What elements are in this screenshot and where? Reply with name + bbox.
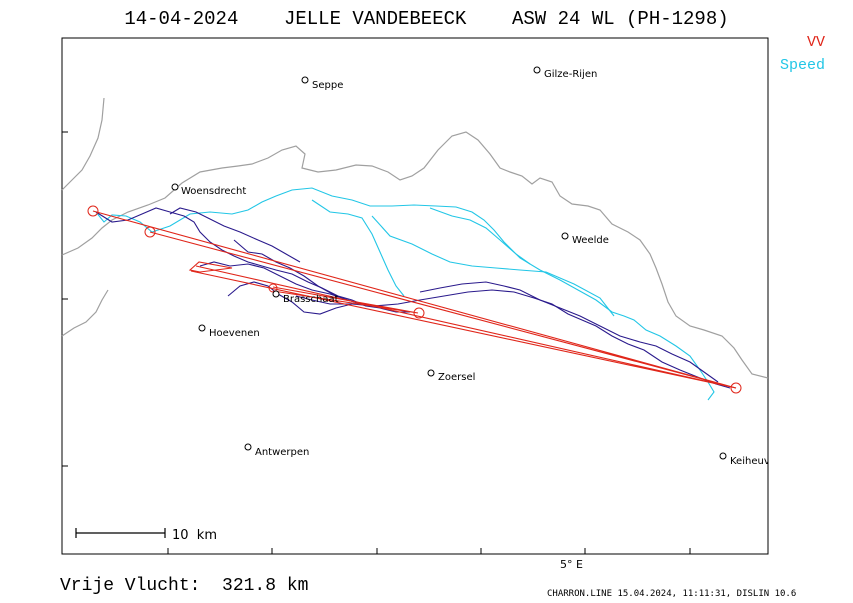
axis-ticks [62,131,691,554]
meridian-label: 5° E [560,558,583,571]
place-brasschaat: Brasschaat [272,290,339,305]
place-label: Keiheuvel [730,456,779,467]
place-zoersel: Zoersel [427,369,475,383]
place-marker-icon [301,76,309,84]
distance-text: Vrije Vlucht: 321.8 km [60,576,309,596]
place-label: Seppe [312,80,343,91]
turnpoint-markers [87,205,742,394]
scale-bar-label: 10 km [172,528,217,543]
place-label: Zoersel [438,372,475,383]
legend-vv: VV [806,34,825,51]
place-marker-icon [272,290,280,298]
place-label: Antwerpen [255,447,309,458]
place-marker-icon [533,66,541,74]
map-frame [61,37,769,555]
place-label: Gilze-Rijen [544,69,597,80]
place-label: Woensdrecht [181,186,246,197]
country-border [61,97,769,379]
speed-track [95,187,715,401]
credit-text: CHARRON.LINE 15.04.2024, 11:11:31, DISLI… [547,589,797,599]
scale-bar: 10 km [75,528,217,543]
legend-speed: Speed [779,57,825,74]
place-hoevenen: Hoevenen [198,324,260,339]
place-marker-icon [719,452,727,460]
map-title: 14-04-2024 JELLE VANDEBEECK ASW 24 WL (P… [124,8,729,30]
task-legs [92,210,737,389]
place-keiheuvel: Keiheuvel [719,452,779,467]
place-label: Brasschaat [283,294,339,305]
place-marker-icon [427,369,435,377]
place-weelde: Weelde [561,232,609,246]
places-layer: Seppe Gilze-Rijen Woensdrecht Weelde Bra… [171,66,779,467]
place-marker-icon [561,232,569,240]
place-seppe: Seppe [301,76,343,91]
place-label: Hoevenen [209,328,260,339]
place-gilze-rijen: Gilze-Rijen [533,66,597,80]
place-woensdrecht: Woensdrecht [171,183,246,197]
place-marker-icon [244,443,252,451]
place-label: Weelde [572,235,609,246]
place-marker-icon [171,183,179,191]
place-antwerpen: Antwerpen [244,443,309,458]
place-marker-icon [198,324,206,332]
flight-track [95,207,731,389]
